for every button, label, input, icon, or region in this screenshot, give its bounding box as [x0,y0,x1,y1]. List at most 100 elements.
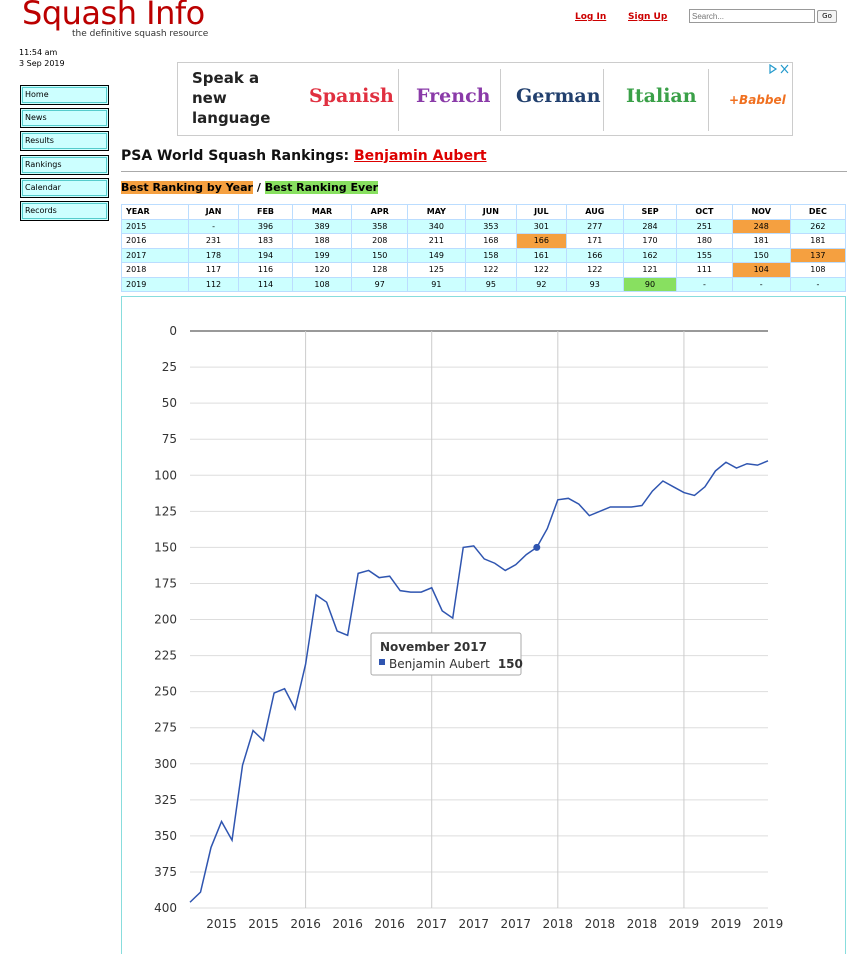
rank-cell: 199 [291,247,353,263]
nav-item[interactable]: Calendar [20,178,109,198]
rank-cell: 188 [291,233,353,249]
rank-cell: 114 [238,276,293,292]
y-tick-label: 325 [154,793,177,807]
rank-cell: 120 [291,262,353,278]
y-tick-label: 125 [154,504,177,518]
column-header: SEP [622,204,678,220]
rank-cell: 277 [565,218,624,234]
chart: 0 25 50 75 100 125 150 175 200 225 250 275 300 325 350… [121,296,846,954]
ad-language: Spanish [309,85,394,107]
data-row: 2018 117 116 120 128 125 122 122 122 121 111 104 108 [121,262,847,278]
rank-cell: 284 [622,218,678,234]
rank-cell: 90 [622,276,678,292]
rank-cell: 251 [676,218,733,234]
rank-cell: 301 [516,218,567,234]
x-tick-label: 2015 [248,917,279,931]
y-tick-label: 225 [154,649,177,663]
search-input[interactable] [689,9,815,23]
x-tick-label: 2017 [501,917,532,931]
ad-headline: Speak a new language [192,69,271,127]
rank-cell: 181 [789,233,847,249]
rank-cell: 389 [291,218,353,234]
rank-cell: 353 [464,218,518,234]
y-tick-label: 250 [154,685,177,699]
nav-item[interactable]: News [20,108,109,128]
rule [121,171,847,172]
rank-cell: 150 [351,247,409,263]
rank-cell: 262 [789,218,847,234]
data-row: 2016 231 183 188 208 211 168 166 171 170 180 181 181 [121,233,847,249]
column-header: YEAR [121,204,189,220]
rank-cell: - [731,276,791,292]
by-year-link[interactable]: Best Ranking by Year [121,181,253,194]
rank-cell: 137 [789,247,847,263]
rank-cell: 248 [731,218,791,234]
rank-cell: 231 [187,233,240,249]
ad-icons[interactable] [768,64,790,74]
page-title: PSA World Squash Rankings: Benjamin Aube… [121,148,487,164]
column-header: MAY [407,204,466,220]
y-tick-label: 200 [154,613,177,627]
tagline: the definitive squash resource [72,29,209,39]
date: 3 Sep 2019 [19,59,65,68]
rank-cell: 149 [407,247,466,263]
rank-cell: 93 [565,276,624,292]
column-header: JAN [187,204,240,220]
nav-item[interactable]: Home [20,85,109,105]
tooltip-series: Benjamin Aubert [389,657,490,671]
rank-cell: - [187,218,240,234]
tooltip-box [370,632,522,676]
column-header: FEB [238,204,293,220]
y-tick-label: 350 [154,829,177,843]
player-name[interactable]: Benjamin Aubert [354,148,487,164]
y-tick-label: 75 [162,432,177,446]
ad-banner[interactable]: Speak a new language Spanish French Germ… [177,62,793,136]
ever-link[interactable]: Best Ranking Ever [264,181,379,194]
ad-language: French [416,85,491,107]
go-button[interactable]: Go [817,10,837,23]
rank-cell: 111 [676,262,733,278]
signup-link[interactable]: Sign Up [628,12,668,22]
rank-cell: 122 [464,262,518,278]
rank-cell: 104 [731,262,791,278]
rank-cell: 91 [407,276,466,292]
x-tick-label: 2016 [290,917,321,931]
year-cell: 2019 [121,276,189,292]
rank-cell: 181 [731,233,791,249]
nav-item[interactable]: Results [20,131,109,151]
year-cell: 2017 [121,247,189,263]
y-tick-label: 50 [162,396,177,410]
y-tick-label: 0 [169,324,177,338]
rank-cell: 183 [238,233,293,249]
x-tick-label: 2017 [458,917,489,931]
column-header: JUL [516,204,567,220]
rank-cell: 194 [238,247,293,263]
x-tick-label: 2018 [627,917,658,931]
rank-cell: 121 [622,262,678,278]
rank-cell: 208 [351,233,409,249]
rank-cell: 340 [407,218,466,234]
rank-cell: 396 [238,218,293,234]
rank-cell: 108 [291,276,353,292]
y-tick-label: 150 [154,540,177,554]
x-tick-label: 2019 [753,917,784,931]
rank-cell: 178 [187,247,240,263]
column-header: DEC [789,204,847,220]
column-header: AUG [565,204,624,220]
x-tick-label: 2019 [711,917,742,931]
ad-brand: +Babbel [729,93,786,107]
rank-cell: 122 [565,262,624,278]
column-header: OCT [676,204,733,220]
rank-cell: 128 [351,262,409,278]
rank-cell: 125 [407,262,466,278]
logo[interactable]: Squash Info [22,0,205,32]
nav-item[interactable]: Records [20,201,109,221]
nav-item[interactable]: Rankings [20,155,109,175]
login-link[interactable]: Log In [575,12,607,22]
line-series [189,460,769,903]
divider [708,69,709,131]
y-tick-label: 400 [154,901,177,915]
year-cell: 2018 [121,262,189,278]
